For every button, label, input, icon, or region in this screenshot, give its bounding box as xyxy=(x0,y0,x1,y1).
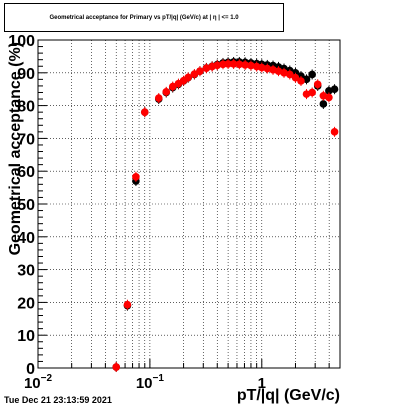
chart-title-box: Geometrical acceptance for Primary vs pT… xyxy=(4,3,284,32)
data-point-red xyxy=(224,60,232,68)
data-point-red xyxy=(132,172,140,181)
data-point-red xyxy=(308,88,316,97)
y-tick-label: 30 xyxy=(17,263,35,280)
data-point-black xyxy=(319,100,328,108)
timestamp: Tue Dec 21 23:13:59 2021 xyxy=(4,395,112,405)
data-point-red xyxy=(297,77,305,85)
y-tick-label: 100 xyxy=(8,33,35,50)
data-point-red xyxy=(291,73,300,82)
data-point-red xyxy=(229,60,238,68)
data-point-red xyxy=(123,300,132,309)
axis-tick-labels: 0 10 20 30 40 50 60 70 80 90 100 10−2 10−1 1 xyxy=(8,33,266,392)
data-point-red xyxy=(241,61,249,69)
x-tick-label: 10−2 xyxy=(24,373,53,392)
data-point-black xyxy=(330,85,339,93)
x-tick-label: 10−1 xyxy=(136,373,165,392)
data-point-red xyxy=(168,82,177,91)
data-point-red xyxy=(286,70,294,79)
y-tick-label: 50 xyxy=(17,197,35,214)
data-point-red xyxy=(196,67,204,75)
y-tick-label: 80 xyxy=(17,99,35,116)
data-point-red xyxy=(154,94,163,102)
data-point-black xyxy=(308,70,316,79)
data-point-red xyxy=(184,73,193,82)
y-tick-label: 90 xyxy=(17,66,35,83)
data-point-red xyxy=(247,61,255,70)
y-tick-label: 20 xyxy=(17,295,35,312)
y-tick-label: 40 xyxy=(17,230,35,247)
y-tick-label: 10 xyxy=(17,328,35,345)
data-point-red xyxy=(263,64,272,73)
data-point-red xyxy=(325,93,333,102)
data-point-red xyxy=(162,88,171,96)
data-point-red xyxy=(330,128,339,136)
chart-title: Geometrical acceptance for Primary vs pT… xyxy=(49,14,239,21)
y-tick-label: 0 xyxy=(26,361,35,378)
data-point-red xyxy=(112,363,121,371)
data-point-red xyxy=(313,80,322,89)
y-tick-label: 60 xyxy=(17,164,35,181)
data-point-red xyxy=(140,108,149,116)
y-axis-label: Geometrical acceptance (%) xyxy=(7,42,24,255)
data-point-red xyxy=(235,60,244,69)
data-point-red xyxy=(202,64,211,73)
data-point-red xyxy=(280,69,288,77)
x-tick-label: 1 xyxy=(258,375,266,392)
grid-lines xyxy=(37,40,341,368)
x-axis-label: pT/|q| (GeV/c) xyxy=(237,387,340,404)
data-point-red xyxy=(213,61,222,70)
y-tick-label: 70 xyxy=(17,131,35,148)
axis-ticks xyxy=(37,39,341,369)
data-points xyxy=(112,56,339,373)
